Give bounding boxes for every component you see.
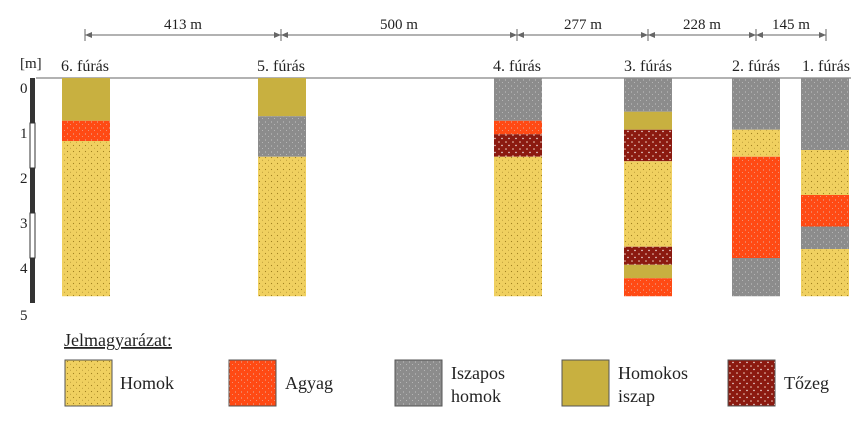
borehole-layer-texture bbox=[624, 129, 672, 162]
depth-tick-label: 5 bbox=[20, 308, 28, 324]
borehole-label: 5. fúrás bbox=[257, 58, 305, 75]
borehole-layer-texture bbox=[494, 134, 542, 157]
depth-tick-label: 0 bbox=[20, 81, 28, 97]
borehole-layer-texture bbox=[494, 120, 542, 135]
borehole-label: 2. fúrás bbox=[732, 58, 780, 75]
depth-scale-segment bbox=[30, 168, 35, 213]
borehole-layer-texture bbox=[62, 141, 110, 297]
borehole-layer-texture bbox=[258, 156, 306, 297]
borehole-layer-homokos bbox=[258, 78, 306, 117]
legend-label-iszapos-line2: homok bbox=[451, 386, 501, 406]
borehole-columns bbox=[62, 78, 849, 297]
borehole-layer-texture bbox=[732, 78, 780, 130]
legend-item-homokos-iszap: Homokos iszap bbox=[561, 359, 688, 407]
legend-label-iszapos-line1: Iszapos bbox=[451, 363, 505, 383]
legend-label-homok: Homok bbox=[120, 373, 174, 393]
depth-scale-segment bbox=[29, 212, 36, 259]
borehole-label: 3. fúrás bbox=[624, 58, 672, 75]
borehole-layer-texture bbox=[732, 258, 780, 297]
legend-swatch-homokos-iszap bbox=[561, 359, 610, 407]
legend-item-tozeg: Tőzeg bbox=[727, 359, 829, 407]
depth-scale-segment bbox=[30, 78, 35, 123]
borehole-layer-texture bbox=[624, 278, 672, 297]
borehole-layer-texture bbox=[624, 246, 672, 265]
borehole-layer-texture bbox=[732, 156, 780, 258]
depth-tick-label: 1 bbox=[20, 126, 28, 142]
distance-label: 145 m bbox=[772, 17, 810, 33]
borehole-layer-texture bbox=[258, 116, 306, 157]
borehole-layer-texture bbox=[62, 120, 110, 141]
borehole-layer-homokos bbox=[624, 111, 672, 130]
borehole-layer-texture bbox=[801, 150, 849, 195]
borehole-layer-texture bbox=[801, 78, 849, 150]
depth-tick-label: 3 bbox=[20, 216, 28, 232]
distance-dimension-line bbox=[84, 29, 827, 41]
distance-label: 277 m bbox=[564, 17, 602, 33]
distance-label: 413 m bbox=[164, 17, 202, 33]
distance-label: 500 m bbox=[380, 17, 418, 33]
legend-swatch-texture bbox=[65, 360, 112, 406]
depth-scale-segment bbox=[30, 258, 35, 303]
legend-swatch-texture bbox=[728, 360, 775, 406]
borehole-layer-texture bbox=[624, 161, 672, 247]
borehole-layer-texture bbox=[732, 129, 780, 157]
borehole-layer-texture bbox=[494, 156, 542, 297]
depth-scale: [m] 0 1 2 3 4 5 bbox=[20, 56, 42, 324]
legend-item-agyag: Agyag bbox=[228, 359, 333, 407]
borehole-layer-texture bbox=[494, 78, 542, 121]
legend-label-homokos-line1: Homokos bbox=[618, 363, 688, 383]
depth-tick-label: 4 bbox=[20, 261, 28, 277]
legend-swatch-texture bbox=[395, 360, 442, 406]
borehole-layer-texture bbox=[801, 195, 849, 227]
legend-item-iszapos-homok: Iszapos homok bbox=[394, 359, 505, 407]
depth-unit-label: [m] bbox=[20, 56, 42, 72]
borehole-layer-texture bbox=[624, 78, 672, 112]
depth-scale-segment bbox=[29, 122, 36, 169]
borehole-layer-homokos bbox=[62, 78, 110, 121]
legend-label-agyag: Agyag bbox=[285, 373, 333, 393]
distance-label: 228 m bbox=[683, 17, 721, 33]
legend-label-tozeg: Tőzeg bbox=[784, 373, 829, 393]
legend-title: Jelmagyarázat: bbox=[64, 330, 172, 350]
legend-label-homokos-line2: iszap bbox=[618, 386, 655, 406]
borehole-label: 4. fúrás bbox=[493, 58, 541, 75]
borehole-label: 1. fúrás bbox=[802, 58, 850, 75]
borehole-layer-texture bbox=[801, 249, 849, 297]
legend-item-homok: Homok bbox=[64, 359, 174, 407]
borehole-label: 6. fúrás bbox=[61, 58, 109, 75]
borehole-layer-homokos bbox=[624, 264, 672, 279]
legend-swatch-texture bbox=[229, 360, 276, 406]
depth-tick-label: 2 bbox=[20, 171, 28, 187]
borehole-layer-texture bbox=[801, 226, 849, 249]
legend: Jelmagyarázat: Homok Agyag Iszapos homok… bbox=[64, 330, 829, 407]
